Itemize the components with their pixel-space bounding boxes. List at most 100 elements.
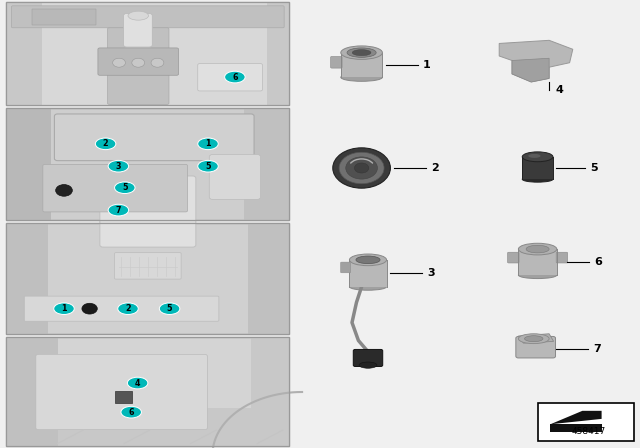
Bar [6,108,289,220]
Circle shape [355,163,369,173]
Polygon shape [550,411,602,424]
Ellipse shape [108,160,129,172]
Ellipse shape [347,48,376,57]
Bar [6,108,289,220]
FancyBboxPatch shape [36,354,207,430]
Ellipse shape [159,303,180,314]
Text: 2: 2 [103,139,108,148]
Ellipse shape [518,271,557,279]
Ellipse shape [121,406,141,418]
Ellipse shape [526,246,549,253]
FancyBboxPatch shape [508,252,519,263]
Ellipse shape [115,182,135,194]
Text: 2: 2 [431,163,438,173]
FancyBboxPatch shape [353,349,383,366]
Bar [6,2,289,105]
Ellipse shape [128,11,148,20]
Ellipse shape [95,138,116,150]
FancyBboxPatch shape [538,403,634,441]
Ellipse shape [349,254,387,266]
Circle shape [346,157,378,179]
Circle shape [339,152,384,184]
Circle shape [333,148,390,188]
FancyBboxPatch shape [550,424,602,432]
Bar [6,337,289,446]
Ellipse shape [198,160,218,172]
Bar [248,223,289,334]
Ellipse shape [352,50,371,56]
Ellipse shape [522,152,553,162]
Ellipse shape [518,243,557,255]
FancyBboxPatch shape [340,262,351,273]
Circle shape [53,171,81,190]
Ellipse shape [518,334,549,344]
FancyBboxPatch shape [6,408,289,446]
Text: 2: 2 [125,304,131,313]
FancyBboxPatch shape [516,336,556,358]
FancyBboxPatch shape [24,296,219,321]
FancyBboxPatch shape [115,253,181,279]
Bar [6,2,289,105]
Bar [6,337,58,446]
Ellipse shape [108,204,129,216]
Polygon shape [518,334,554,343]
FancyBboxPatch shape [330,56,342,68]
Ellipse shape [198,138,218,150]
Text: 7: 7 [593,345,601,354]
Ellipse shape [118,303,138,314]
Bar [6,108,51,220]
Bar [6,223,48,334]
FancyBboxPatch shape [209,155,260,199]
FancyBboxPatch shape [54,114,254,161]
Ellipse shape [359,362,377,368]
Text: 4: 4 [135,379,140,388]
FancyBboxPatch shape [340,52,383,77]
Text: 1: 1 [205,139,211,148]
Bar [6,223,289,334]
Ellipse shape [522,176,553,182]
FancyBboxPatch shape [115,391,132,403]
Ellipse shape [528,154,541,158]
Text: 5: 5 [167,304,172,313]
Circle shape [151,58,164,67]
Ellipse shape [340,73,383,82]
Ellipse shape [54,303,74,314]
FancyBboxPatch shape [349,260,387,287]
Text: 3: 3 [116,162,121,171]
Polygon shape [512,58,549,82]
Bar [244,108,289,220]
Circle shape [82,303,97,314]
Text: 4: 4 [556,85,563,95]
Text: 6: 6 [594,257,602,267]
Ellipse shape [127,377,148,389]
FancyBboxPatch shape [522,157,553,179]
Text: 1: 1 [61,304,67,313]
Text: 5: 5 [205,162,211,171]
Circle shape [56,185,72,196]
FancyBboxPatch shape [32,9,96,25]
Ellipse shape [225,71,245,83]
FancyBboxPatch shape [518,249,557,275]
Text: 3: 3 [427,268,435,278]
FancyBboxPatch shape [6,2,42,105]
Ellipse shape [340,46,383,60]
Bar [251,337,289,446]
FancyBboxPatch shape [124,13,152,47]
Ellipse shape [349,283,387,290]
Circle shape [113,58,125,67]
Polygon shape [499,40,573,82]
Text: 5: 5 [590,163,598,173]
Bar [6,337,289,446]
Bar [6,2,289,105]
FancyBboxPatch shape [43,164,188,212]
Text: 7: 7 [116,206,121,215]
Text: 5: 5 [122,183,127,192]
Ellipse shape [525,336,543,342]
FancyBboxPatch shape [267,2,289,105]
FancyBboxPatch shape [556,252,568,263]
Text: 458417: 458417 [572,427,606,436]
Ellipse shape [356,256,380,263]
Text: 6: 6 [129,408,134,417]
FancyBboxPatch shape [98,48,179,75]
Text: 6: 6 [232,73,237,82]
